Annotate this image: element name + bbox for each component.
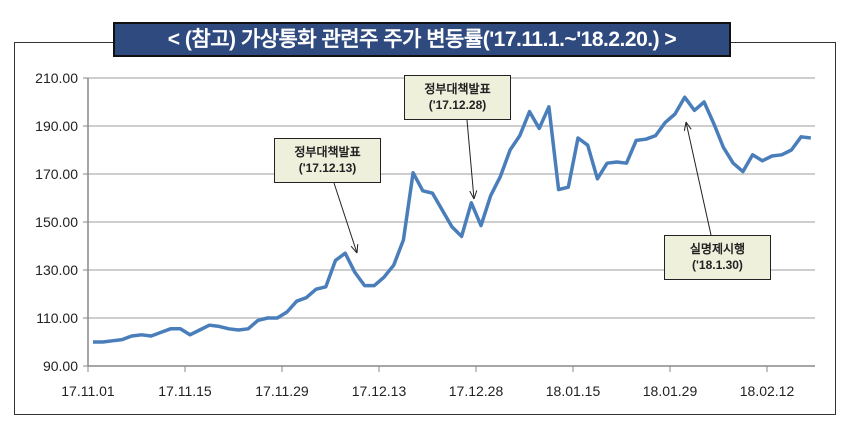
x-tick-label: 17.12.28: [449, 383, 504, 399]
annotation-arrow-2: [466, 119, 475, 200]
x-tick-label: 17.11.29: [255, 383, 309, 399]
x-tick-label: 18.01.15: [546, 383, 601, 399]
annotation-callout-3: 실명제시행 ('18.1.30): [664, 235, 771, 280]
chart-title: < (참고) 가상통화 관련주 주가 변동률('17.11.1.~'18.2.2…: [113, 22, 731, 57]
x-tick-label: 17.11.15: [158, 383, 212, 399]
x-tick-label: 17.12.13: [352, 383, 407, 399]
x-tick-label: 18.02.12: [740, 383, 795, 399]
y-tick-label: 210.00: [35, 70, 78, 86]
annotation-1-label: 정부대책발표: [294, 145, 361, 159]
y-tick-label: 190.00: [35, 118, 78, 134]
y-tick-label: 170.00: [35, 166, 78, 182]
annotation-3-date: ('18.1.30): [692, 258, 743, 272]
y-tick-label: 110.00: [36, 310, 78, 326]
annotation-arrow-3: [685, 121, 712, 236]
annotation-arrow-1-head: [350, 245, 358, 254]
annotation-arrow-1: [333, 182, 358, 254]
annotation-2-label: 정부대책발표: [424, 82, 491, 96]
annotation-2-date: ('17.12.28): [428, 98, 487, 112]
annotation-callout-1: 정부대책발표 ('17.12.13): [274, 138, 381, 183]
annotation-arrow-3-head: [685, 121, 692, 130]
annotation-3-label: 실명제시행: [689, 242, 746, 256]
annotation-arrow-1-head: [356, 243, 359, 254]
annotation-1-date: ('17.12.13): [298, 161, 357, 175]
annotation-arrow-3-head: [683, 121, 687, 131]
y-tick-label: 90.00: [43, 358, 78, 374]
y-tick-label: 150.00: [35, 214, 78, 230]
annotation-arrow-2-head: [469, 190, 475, 200]
data-series-line: [93, 95, 812, 344]
x-tick-label: 17.11.01: [61, 383, 115, 399]
y-tick-label: 130.00: [35, 262, 78, 278]
x-tick-label: 18.01.29: [643, 383, 698, 399]
annotation-arrow-2-head: [473, 190, 478, 200]
annotation-callout-2: 정부대책발표 ('17.12.28): [404, 75, 511, 120]
